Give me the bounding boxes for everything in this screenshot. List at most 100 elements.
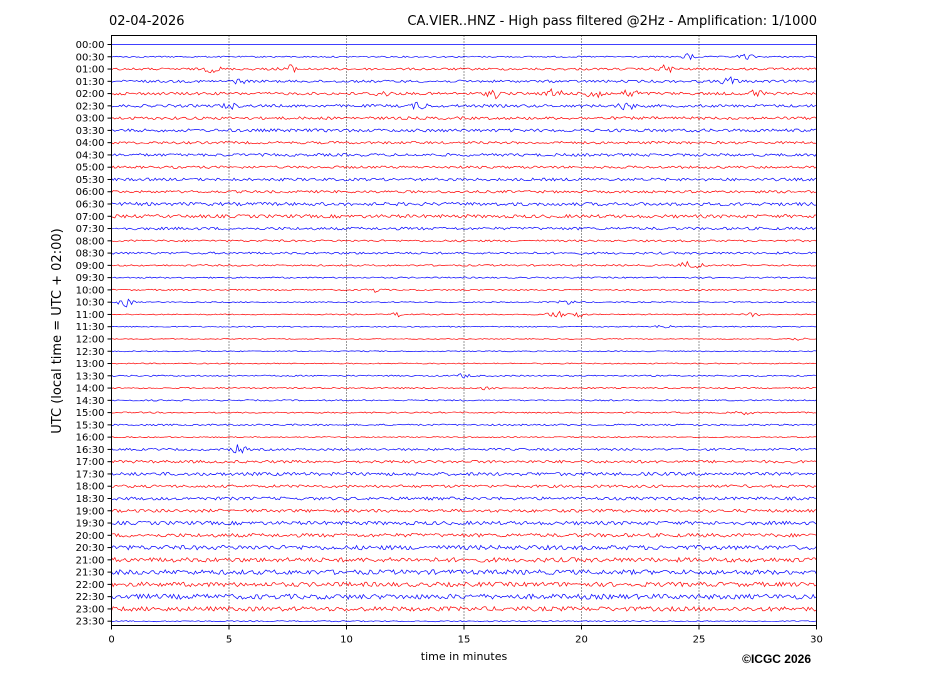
- y-tick-label: 06:30: [76, 200, 105, 211]
- y-tick-label: 03:00: [76, 114, 105, 125]
- y-tick-label: 08:00: [76, 236, 105, 247]
- trace-line: [111, 53, 817, 61]
- y-tick-label: 22:30: [76, 592, 105, 603]
- x-tick-label: 20: [575, 635, 588, 646]
- y-tick-label: 02:30: [76, 101, 105, 112]
- trace-line: [111, 373, 817, 379]
- y-tick-label: 13:00: [76, 359, 105, 370]
- y-tick-label: 23:30: [76, 617, 105, 628]
- y-tick-label: 09:00: [76, 261, 105, 272]
- trace-line: [111, 239, 817, 243]
- x-tick-label: 15: [458, 635, 471, 646]
- x-tick-label: 10: [340, 635, 353, 646]
- trace-line: [111, 152, 817, 157]
- y-tick-label: 04:00: [76, 138, 105, 149]
- y-tick-label: 04:30: [76, 150, 105, 161]
- trace-line: [111, 310, 817, 318]
- y-tick-label: 10:00: [76, 285, 105, 296]
- y-tick-label: 16:00: [76, 433, 105, 444]
- trace-line: [111, 260, 817, 269]
- trace-line: [111, 444, 817, 454]
- trace-line: [111, 101, 817, 111]
- x-ticks: 0 5 10 15 20 25 30: [108, 625, 823, 646]
- y-tick-label: 05:00: [76, 163, 105, 174]
- y-tick-label: 12:00: [76, 334, 105, 345]
- y-tick-label: 09:30: [76, 273, 105, 284]
- trace-line: [111, 140, 817, 145]
- x-tick-label: 5: [226, 635, 232, 646]
- trace-line: [111, 496, 817, 501]
- trace-line: [111, 337, 817, 341]
- trace-line: [111, 298, 817, 308]
- trace-line: [111, 76, 817, 85]
- trace-line: [111, 556, 817, 563]
- y-tick-label: 23:00: [76, 604, 105, 615]
- trace-line: [111, 213, 817, 219]
- y-axis-label: UTC (local time = UTC + 02:00): [50, 228, 65, 433]
- y-tick-label: 20:00: [76, 531, 105, 542]
- y-tick-label: 15:00: [76, 408, 105, 419]
- y-tick-label: 20:30: [76, 543, 105, 554]
- y-tick-label: 15:30: [76, 420, 105, 431]
- trace-line: [111, 177, 817, 182]
- y-tick-label: 13:30: [76, 371, 105, 382]
- y-tick-label: 21:00: [76, 555, 105, 566]
- y-tick-label: 12:30: [76, 347, 105, 358]
- trace-line: [111, 251, 817, 255]
- trace-line: [111, 362, 817, 365]
- y-tick-label: 14:00: [76, 384, 105, 395]
- y-tick-label: 18:30: [76, 494, 105, 505]
- y-tick-label: 03:30: [76, 126, 105, 137]
- y-tick-label: 16:30: [76, 445, 105, 456]
- y-tick-label: 07:30: [76, 224, 105, 235]
- x-tick-label: 0: [108, 635, 114, 646]
- trace-line: [111, 350, 817, 353]
- trace-line: [111, 471, 817, 477]
- trace-line: [111, 620, 817, 623]
- y-tick-label: 00:30: [76, 52, 105, 63]
- trace-line: [111, 581, 817, 588]
- y-tick-label: 11:30: [76, 322, 105, 333]
- y-tick-label: 18:00: [76, 482, 105, 493]
- trace-line: [111, 568, 817, 576]
- y-tick-label: 06:00: [76, 187, 105, 198]
- trace-line: [111, 226, 817, 231]
- trace-line: [111, 410, 817, 416]
- y-tick-label: 17:00: [76, 457, 105, 468]
- trace-line: [111, 165, 817, 169]
- grid-lines: [228, 35, 700, 626]
- y-tick-label: 00:00: [76, 40, 105, 51]
- y-tick-label: 10:30: [76, 298, 105, 309]
- plot-frame: [111, 35, 817, 626]
- trace-line: [111, 88, 817, 100]
- trace-line: [111, 399, 817, 402]
- trace-line: [111, 520, 817, 526]
- y-tick-label: 11:00: [76, 310, 105, 321]
- y-tick-label: 01:30: [76, 77, 105, 88]
- trace-line: [111, 605, 817, 612]
- y-tick-label: 22:00: [76, 580, 105, 591]
- trace-line: [111, 484, 817, 489]
- trace-line: [111, 436, 817, 439]
- y-tick-label: 19:00: [76, 506, 105, 517]
- y-tick-label: 17:30: [76, 469, 105, 480]
- y-tick-label: 07:00: [76, 212, 105, 223]
- trace-line: [111, 64, 817, 74]
- y-tick-label: 19:30: [76, 519, 105, 530]
- trace-line: [111, 201, 817, 207]
- trace-line: [111, 288, 817, 293]
- copyright-text: ©ICGC 2026: [742, 652, 811, 666]
- chart-date: 02-04-2026: [109, 14, 185, 29]
- seismic-traces: [111, 44, 817, 623]
- trace-line: [111, 532, 817, 538]
- trace-line: [111, 276, 817, 279]
- trace-line: [111, 128, 817, 133]
- trace-line: [111, 325, 817, 329]
- trace-line: [111, 189, 817, 194]
- trace-line: [111, 116, 817, 121]
- trace-line: [111, 508, 817, 513]
- trace-line: [111, 544, 817, 551]
- y-tick-label: 01:00: [76, 65, 105, 76]
